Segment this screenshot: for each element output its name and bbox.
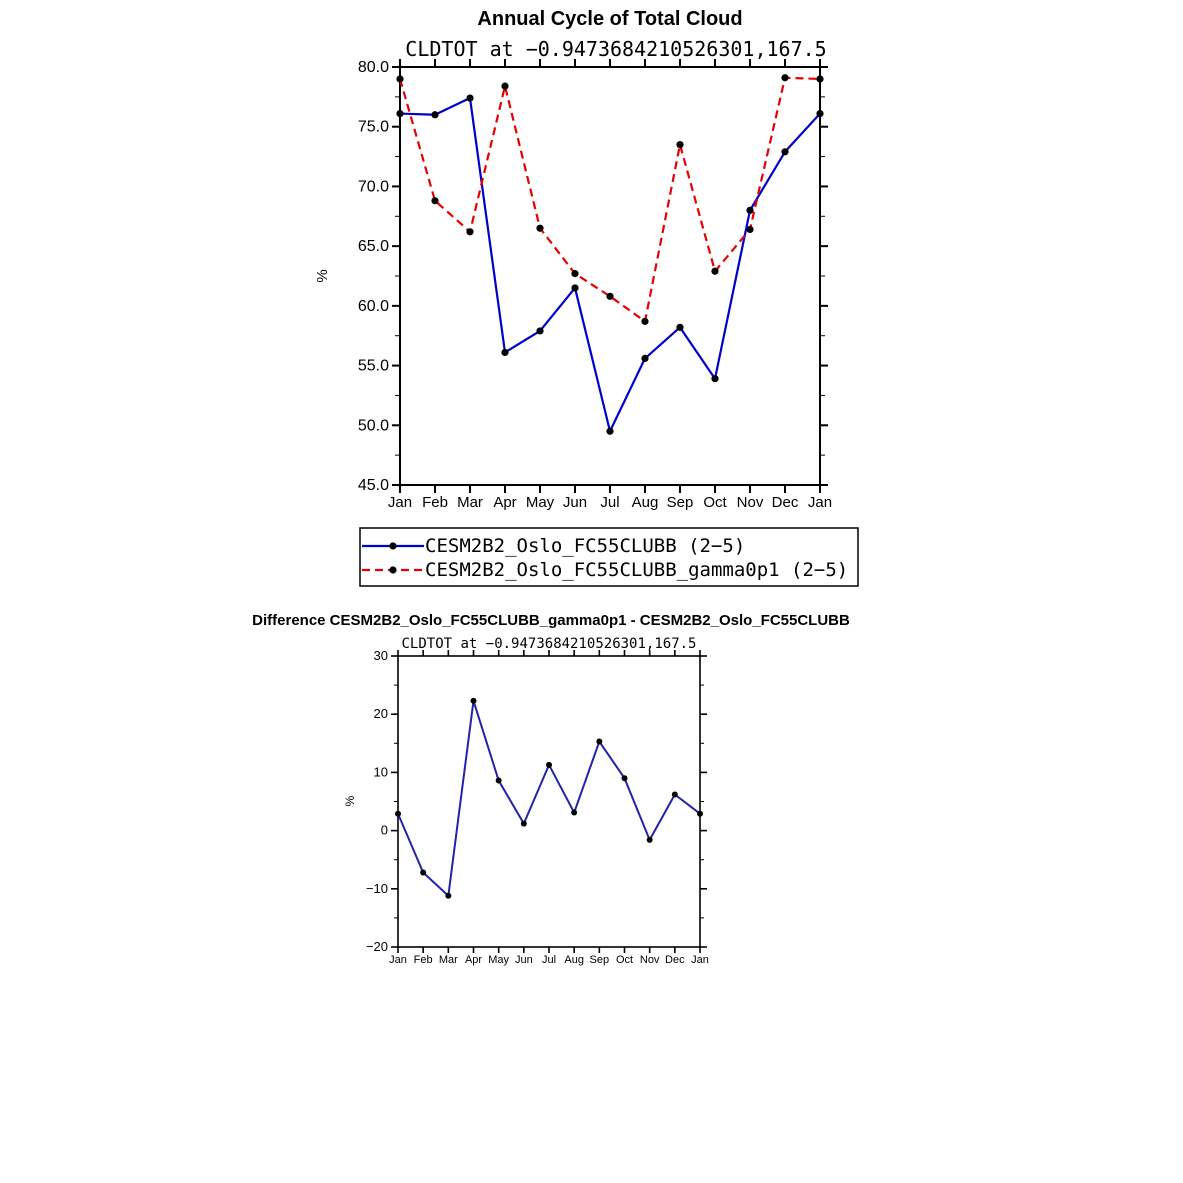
diff-chart-ytick-label: 20 bbox=[374, 706, 388, 721]
diff-chart-ytick-label: 10 bbox=[374, 764, 388, 779]
top-chart-ytick-label: 60.0 bbox=[358, 298, 389, 315]
diff-chart-ytick-label: −10 bbox=[366, 881, 388, 896]
top-chart-subtitle: CLDTOT at −0.9473684210526301,167.5 bbox=[405, 37, 826, 61]
top-chart-data-point-marker bbox=[431, 197, 439, 205]
diff-chart-data-point-marker bbox=[697, 810, 703, 817]
diff-chart-data-point-marker bbox=[420, 869, 427, 876]
diff-chart-subtitle: CLDTOT at −0.9473684210526301,167.5 bbox=[401, 636, 696, 652]
top-chart-xtick-label: Apr bbox=[493, 494, 516, 511]
top-chart-data-point-marker bbox=[641, 354, 649, 363]
top-chart-series-line-1 bbox=[398, 76, 821, 323]
diff-chart-data-point-marker bbox=[445, 892, 452, 899]
top-chart-data-point-marker bbox=[501, 348, 509, 357]
diff-chart-data-point-marker bbox=[671, 791, 678, 798]
top-chart-xtick-label: Aug bbox=[632, 494, 659, 511]
diff-chart-xtick-label: Jan bbox=[691, 954, 709, 966]
top-chart-ytick-label: 75.0 bbox=[358, 119, 389, 136]
top-chart-data-point-marker bbox=[606, 292, 614, 300]
top-chart-data-point-marker bbox=[746, 206, 754, 214]
top-chart-series-line-0 bbox=[399, 96, 821, 433]
top-chart-data-point-marker bbox=[781, 74, 789, 82]
top-chart-xtick-label: Oct bbox=[703, 494, 727, 511]
diff-chart-ytick-label: −20 bbox=[366, 939, 388, 954]
diff-chart-xtick-label: Sep bbox=[590, 954, 610, 966]
top-chart-xtick-label: Jul bbox=[600, 494, 619, 511]
top-chart-data-point-marker bbox=[676, 141, 684, 149]
diff-chart-data-point-marker bbox=[596, 738, 603, 745]
top-chart-data-point-marker bbox=[781, 148, 789, 156]
diff-chart-xtick-label: Oct bbox=[616, 954, 633, 966]
top-chart-xtick-label: Jun bbox=[563, 494, 587, 511]
diff-chart-xtick-label: Jul bbox=[542, 954, 556, 966]
top-chart-data-point-marker bbox=[501, 82, 509, 90]
top-chart-data-point-marker bbox=[571, 284, 579, 292]
top-chart-data-point-marker bbox=[641, 317, 649, 325]
diff-chart-xtick-label: Dec bbox=[665, 954, 685, 966]
diff-chart-xtick-label: Feb bbox=[414, 954, 433, 966]
top-chart-ytick-label: 45.0 bbox=[358, 477, 389, 494]
top-chart-data-point-marker bbox=[606, 427, 614, 435]
top-chart-title: Annual Cycle of Total Cloud bbox=[477, 8, 742, 30]
top-chart-data-point-marker bbox=[816, 75, 824, 83]
diff-chart-xtick-label: Jun bbox=[515, 954, 533, 966]
legend-label-0: CESM2B2_Oslo_FC55CLUBB (2−5) bbox=[425, 535, 745, 557]
diff-chart-data-point-marker bbox=[520, 820, 527, 827]
top-chart-ytick-label: 55.0 bbox=[358, 358, 389, 375]
diff-chart-frame bbox=[397, 655, 701, 948]
top-chart-data-point-marker bbox=[536, 224, 544, 232]
top-chart-data-point-marker bbox=[676, 323, 684, 331]
legend-label-1: CESM2B2_Oslo_FC55CLUBB_gamma0p1 (2−5) bbox=[425, 559, 848, 581]
top-chart-data-point-marker bbox=[396, 75, 404, 83]
diff-chart-xtick-label: Jan bbox=[389, 954, 407, 966]
diff-chart-xtick-label: Nov bbox=[640, 954, 660, 966]
diff-chart-ytick-label: 30 bbox=[374, 648, 388, 663]
top-chart-ytick-label: 50.0 bbox=[358, 417, 389, 434]
top-chart-data-point-marker bbox=[816, 109, 824, 118]
diff-chart-data-point-marker bbox=[546, 761, 552, 768]
diff-chart-data-point-marker bbox=[495, 777, 502, 784]
diff-chart-ytick-label: 0 bbox=[381, 823, 388, 838]
top-chart-data-point-marker bbox=[746, 225, 754, 234]
diff-chart-series-line-0 bbox=[397, 699, 701, 897]
top-chart-ylabel: % bbox=[314, 269, 331, 282]
diff-chart-xtick-label: May bbox=[488, 954, 509, 966]
top-chart-xtick-label: Sep bbox=[667, 494, 694, 511]
top-chart-xtick-label: Jan bbox=[808, 494, 832, 511]
top-chart-data-point-marker bbox=[571, 270, 579, 278]
top-chart-ytick-label: 65.0 bbox=[358, 238, 389, 255]
diff-chart-data-point-marker bbox=[646, 836, 653, 843]
diff-chart-data-point-marker bbox=[621, 775, 628, 782]
top-chart-xtick-label: Nov bbox=[737, 494, 764, 511]
top-chart-xtick-label: Mar bbox=[457, 494, 483, 511]
top-chart-data-point-marker bbox=[536, 327, 544, 335]
top-chart-frame bbox=[399, 66, 821, 486]
top-chart-xtick-label: May bbox=[526, 494, 555, 511]
legend-box bbox=[359, 527, 859, 587]
legend-sample-marker-1 bbox=[389, 566, 397, 574]
top-chart-data-point-marker bbox=[711, 267, 719, 275]
top-chart-data-point-marker bbox=[711, 375, 719, 383]
top-chart-xtick-label: Jan bbox=[388, 494, 412, 511]
diff-chart-data-point-marker bbox=[395, 810, 401, 817]
diff-chart-xtick-label: Apr bbox=[465, 954, 482, 966]
diff-chart-data-point-marker bbox=[470, 697, 477, 704]
diff-chart-xtick-label: Mar bbox=[439, 954, 458, 966]
top-chart-xtick-label: Feb bbox=[422, 494, 448, 511]
top-chart-ytick-label: 70.0 bbox=[358, 178, 389, 195]
diff-chart-ylabel: % bbox=[343, 795, 357, 806]
legend-sample-marker-0 bbox=[389, 542, 397, 550]
top-chart-ytick-label: 80.0 bbox=[358, 59, 389, 76]
diff-chart-xtick-label: Aug bbox=[564, 954, 584, 966]
top-chart-data-point-marker bbox=[466, 228, 474, 236]
top-chart-xtick-label: Dec bbox=[772, 494, 799, 511]
top-chart-data-point-marker bbox=[396, 109, 404, 118]
top-chart-data-point-marker bbox=[431, 111, 439, 119]
diff-chart-title: Difference CESM2B2_Oslo_FC55CLUBB_gamma0… bbox=[252, 612, 850, 629]
diff-chart-data-point-marker bbox=[571, 809, 578, 816]
top-chart-data-point-marker bbox=[466, 94, 474, 102]
